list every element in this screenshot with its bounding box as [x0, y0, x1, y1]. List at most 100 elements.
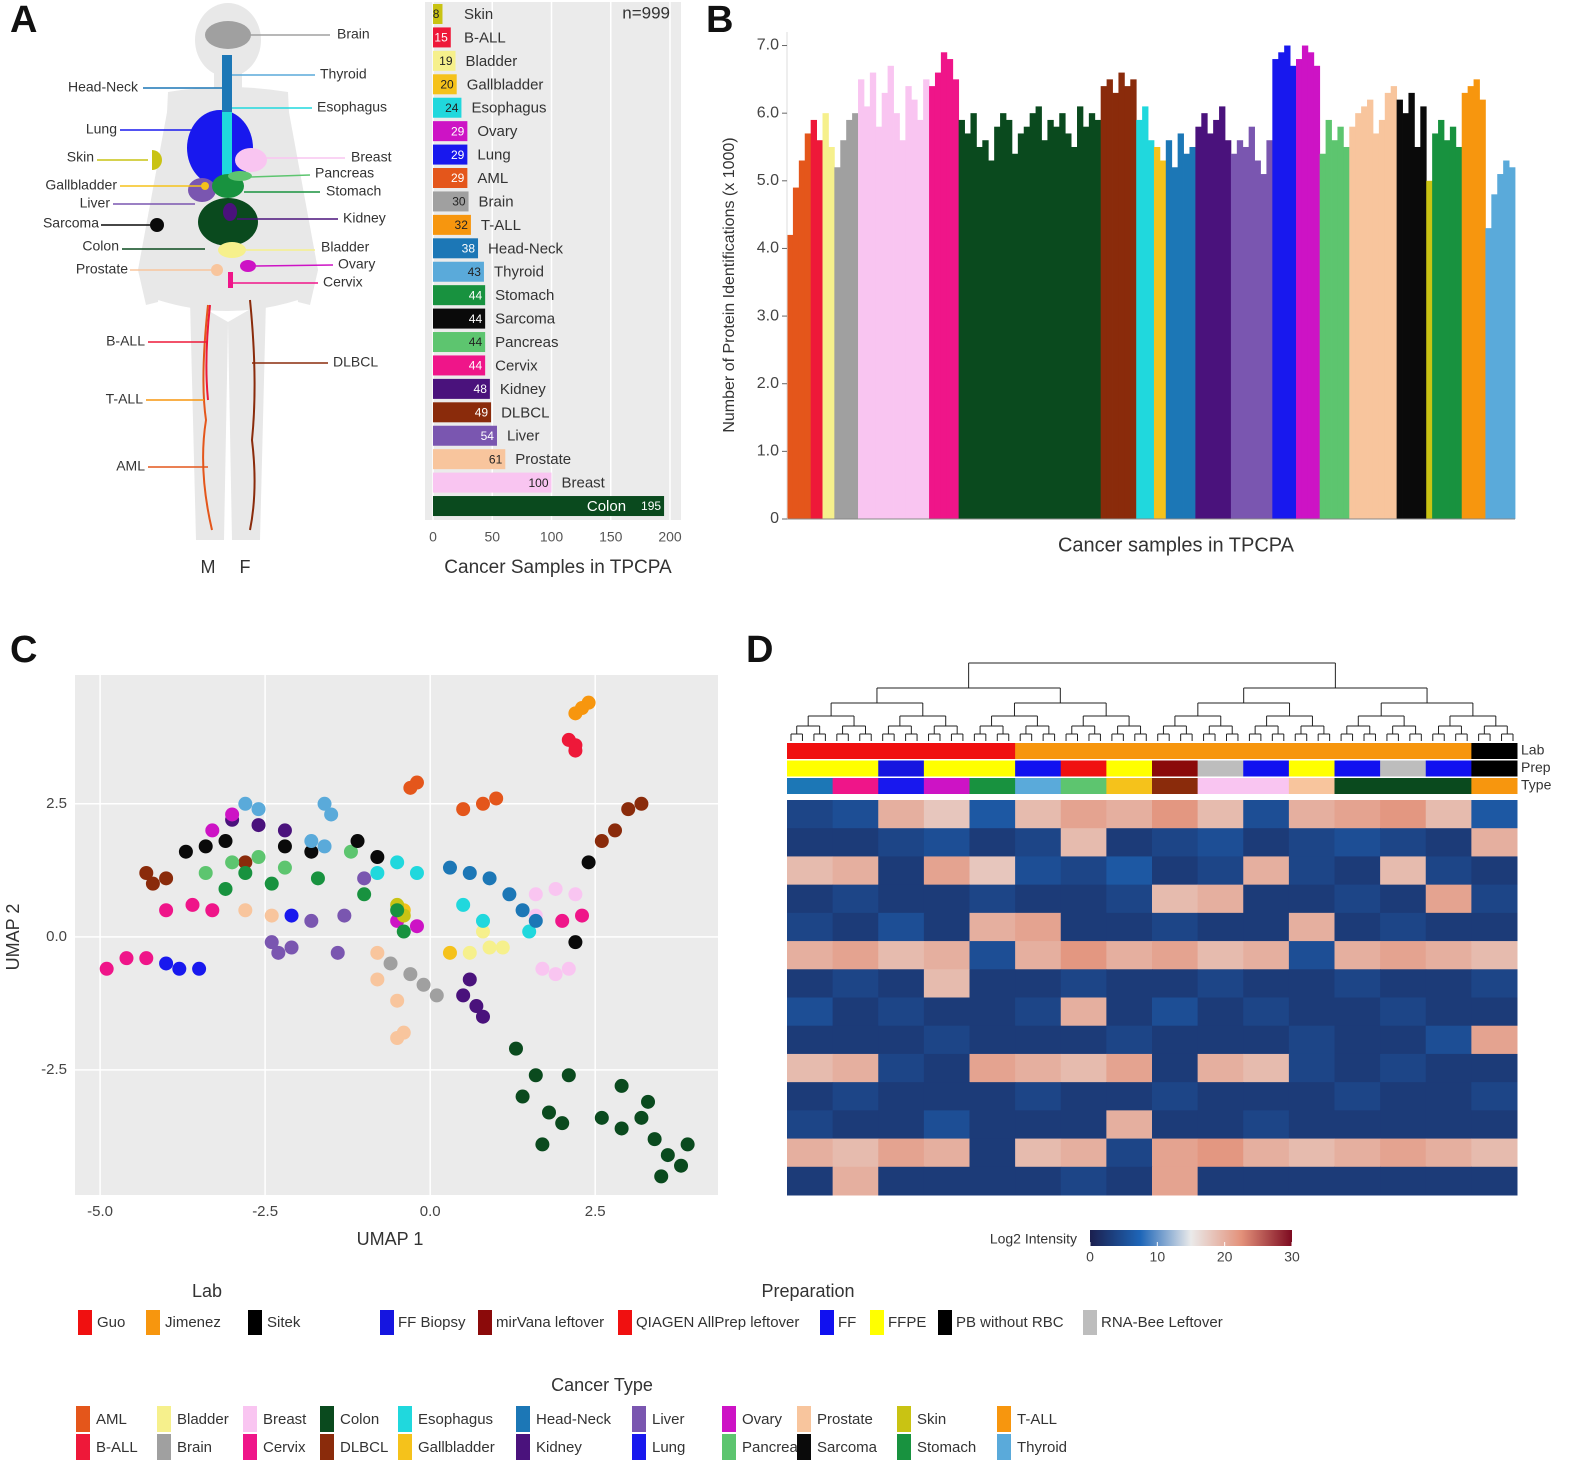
- bar: [1319, 153, 1327, 519]
- bar: [1266, 140, 1273, 519]
- heatmap-cell: [1288, 884, 1335, 914]
- point: [310, 871, 325, 886]
- annotation-cell: [1015, 778, 1062, 794]
- organ-label: Colon: [82, 238, 119, 254]
- legend-label: PB without RBC: [956, 1314, 1064, 1331]
- annotation-cell: [1106, 760, 1153, 777]
- annotation-cell: [1106, 743, 1153, 759]
- bar: [1100, 86, 1108, 519]
- heatmap-cell: [1471, 1110, 1518, 1140]
- heatmap-cell: [1152, 1025, 1199, 1055]
- legend-label: Lung: [652, 1439, 685, 1456]
- bar: [1059, 113, 1066, 520]
- value-label: 38: [462, 241, 476, 255]
- heatmap-cell: [1152, 1138, 1199, 1168]
- heatmap-cell: [1243, 1082, 1290, 1111]
- point: [403, 967, 418, 982]
- point: [277, 860, 292, 875]
- y-tick-label: 0: [770, 510, 779, 527]
- organ-label: Pancreas: [315, 165, 374, 181]
- heatmap-cell: [969, 884, 1016, 914]
- heatmap-cell: [1288, 1110, 1335, 1140]
- bar: [1296, 59, 1303, 520]
- heatmap-cell: [787, 884, 834, 914]
- value-label: 44: [469, 288, 483, 302]
- bar: [863, 106, 871, 520]
- bar: [958, 119, 965, 520]
- bar: [1224, 140, 1232, 519]
- bar: [1136, 119, 1143, 520]
- heatmap-cell: [1197, 997, 1244, 1027]
- bar: [1343, 146, 1350, 519]
- bar: [1438, 119, 1445, 520]
- bar: [798, 160, 806, 519]
- legend-swatch: [243, 1406, 257, 1432]
- heatmap-cell: [1380, 828, 1427, 857]
- point: [502, 887, 517, 902]
- bar: [1509, 167, 1516, 519]
- heatmap-cell: [1380, 1138, 1427, 1168]
- value-label: 48: [474, 382, 488, 396]
- bar: [1183, 153, 1190, 519]
- x-tick-label: 0.0: [420, 1203, 441, 1220]
- panel-letter: A: [10, 0, 37, 41]
- heatmap-cell: [878, 997, 925, 1027]
- heatmap-cell: [1334, 941, 1381, 970]
- legend-label: Bladder: [177, 1411, 229, 1428]
- point: [456, 802, 471, 817]
- annotation-cell: [1243, 778, 1290, 794]
- bar: [1485, 228, 1492, 519]
- heatmap-cell: [923, 884, 970, 914]
- heatmap-cell: [878, 941, 925, 970]
- heatmap-cell: [1152, 912, 1199, 942]
- heatmap-cell: [1015, 1110, 1062, 1140]
- bar: [804, 133, 812, 520]
- heatmap-cell: [787, 1110, 834, 1140]
- point: [614, 1078, 629, 1093]
- bar: [1260, 174, 1267, 519]
- bar: [946, 59, 954, 520]
- heatmap-cell: [878, 1025, 925, 1055]
- category-label: Liver: [507, 428, 540, 445]
- bar: [869, 72, 877, 519]
- category-label: Prostate: [515, 451, 571, 468]
- annotation-cell: [787, 778, 834, 794]
- legend-title: Lab: [192, 1281, 222, 1301]
- bar: [1503, 160, 1510, 519]
- point: [264, 935, 279, 950]
- annotation-cell: [1243, 760, 1290, 777]
- bar: [1390, 86, 1398, 519]
- organ-labels: Brain Thyroid Head-Neck Esophagus Lung S…: [43, 26, 392, 577]
- legend-swatch: [722, 1434, 736, 1460]
- point: [555, 1116, 570, 1131]
- point: [528, 887, 543, 902]
- point: [409, 919, 424, 934]
- x-tick-label: 50: [484, 529, 500, 545]
- bar: [887, 65, 894, 519]
- bar: [982, 140, 989, 519]
- heatmap-cell: [1015, 912, 1062, 942]
- y-axis-title: UMAP 2: [3, 904, 23, 971]
- organ-label: Brain: [337, 26, 370, 42]
- heatmap-cell: [1380, 800, 1427, 829]
- heatmap-cell: [923, 969, 970, 998]
- bar: [1355, 113, 1362, 520]
- heatmap-cell: [1471, 884, 1518, 914]
- legend-swatch: [320, 1406, 334, 1432]
- bar: [1349, 126, 1356, 519]
- heatmap-cell: [1334, 1025, 1381, 1055]
- annotation-cell: [1471, 778, 1518, 794]
- bar: [911, 99, 918, 519]
- legend-swatch: [820, 1310, 834, 1335]
- point: [462, 972, 477, 987]
- x-tick-label: -2.5: [252, 1203, 278, 1220]
- value-label: 49: [475, 405, 489, 419]
- bar: [1384, 92, 1392, 519]
- value-label: 61: [489, 452, 503, 466]
- legend-label: RNA-Bee Leftover: [1101, 1314, 1223, 1331]
- legend-label: Jimenez: [165, 1314, 221, 1331]
- heatmap-cell: [787, 1053, 834, 1083]
- bar: [1053, 126, 1060, 519]
- organ-label: AML: [116, 458, 145, 474]
- point: [304, 913, 319, 928]
